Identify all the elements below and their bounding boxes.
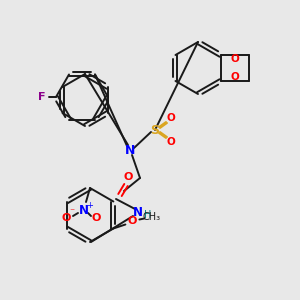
Text: O: O [128,215,137,226]
Text: O: O [167,113,176,123]
Text: N: N [79,203,89,217]
Text: N: N [125,143,135,157]
Text: S: S [151,124,160,136]
Text: F: F [38,92,46,102]
Text: N: N [133,206,143,220]
Text: CH₃: CH₃ [142,212,160,223]
Text: O: O [91,213,101,223]
Text: O: O [123,172,133,182]
Text: +: + [87,202,93,211]
Text: O: O [61,213,71,223]
Text: O: O [230,54,239,64]
Text: O: O [230,72,239,82]
Text: O: O [167,137,176,147]
Text: H: H [144,210,152,220]
Text: ⁻: ⁻ [69,207,75,217]
